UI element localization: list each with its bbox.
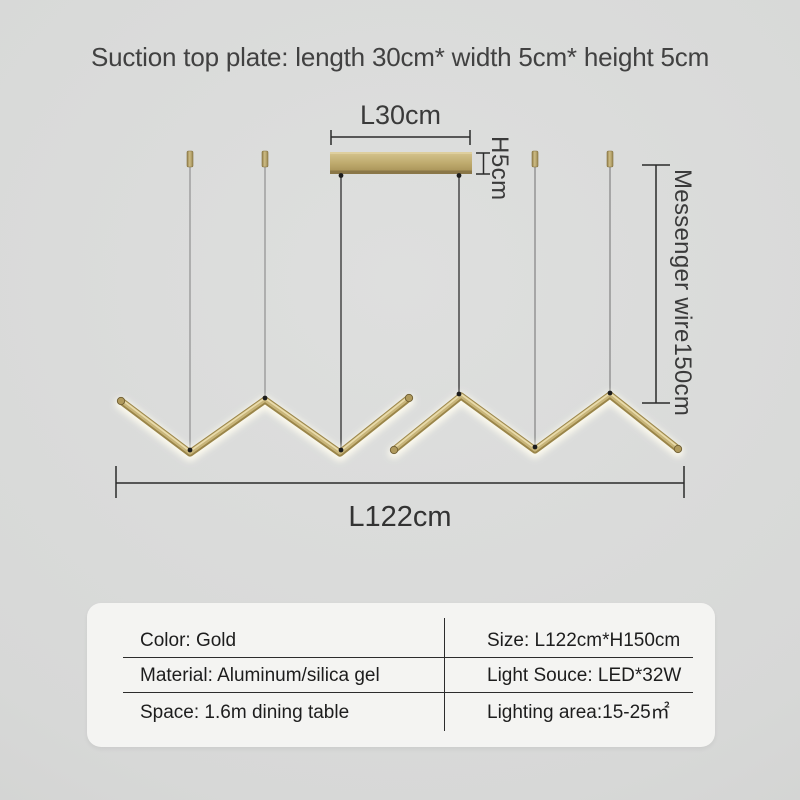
ceiling-connectors	[186, 150, 614, 168]
wire-connector	[187, 447, 193, 453]
wire-connector	[532, 444, 538, 450]
wire-connector	[456, 173, 462, 178]
ceiling-plate	[330, 152, 472, 178]
dimension-lines	[115, 130, 685, 498]
messenger-wire-label: Messenger wire150cm	[669, 169, 696, 417]
spec-color-value: Color: Gold	[140, 630, 237, 651]
tube-glow-right	[388, 391, 684, 459]
plate-height-label: H5cm	[486, 136, 513, 201]
ceiling-connector	[186, 150, 194, 168]
hanging-wires	[189, 166, 611, 450]
wire-connector	[607, 390, 613, 396]
spec-space-value: Space: 1.6m dining table	[140, 702, 350, 723]
ceiling-connector	[261, 150, 269, 168]
spec-lighting-area-value: Lighting area:15-25㎡	[487, 702, 670, 723]
tube-end-cap	[389, 445, 399, 455]
spec-light-source-value: Light Souce: LED*32W	[487, 665, 682, 686]
ceiling-connector	[531, 150, 539, 168]
wire-connector	[456, 391, 462, 397]
spec-table-rule	[123, 657, 693, 658]
page-title: Suction top plate: length 30cm* width 5c…	[90, 42, 710, 72]
spec-size-value: Size: L122cm*H150cm	[487, 630, 681, 651]
wire-connectors	[187, 390, 613, 453]
wire-connector	[338, 447, 344, 453]
spec-table: Color: Gold Size: L122cm*H150cm Material…	[87, 603, 715, 747]
fixture-length-label: L122cm	[348, 501, 452, 533]
tube-end-cap	[116, 396, 126, 406]
spec-material-value: Material: Aluminum/silica gel	[140, 665, 380, 686]
wire-connector	[262, 395, 268, 401]
plate-length-label: L30cm	[359, 100, 442, 130]
spec-table-divider	[444, 618, 445, 731]
tube-end-cap	[673, 444, 683, 454]
spec-table-rule	[123, 692, 693, 693]
tube-end-cap	[404, 393, 414, 403]
wire-connector	[338, 173, 344, 178]
tube-end-caps	[116, 393, 683, 455]
ceiling-connector	[606, 150, 614, 168]
zigzag-light-tubes	[115, 391, 684, 462]
